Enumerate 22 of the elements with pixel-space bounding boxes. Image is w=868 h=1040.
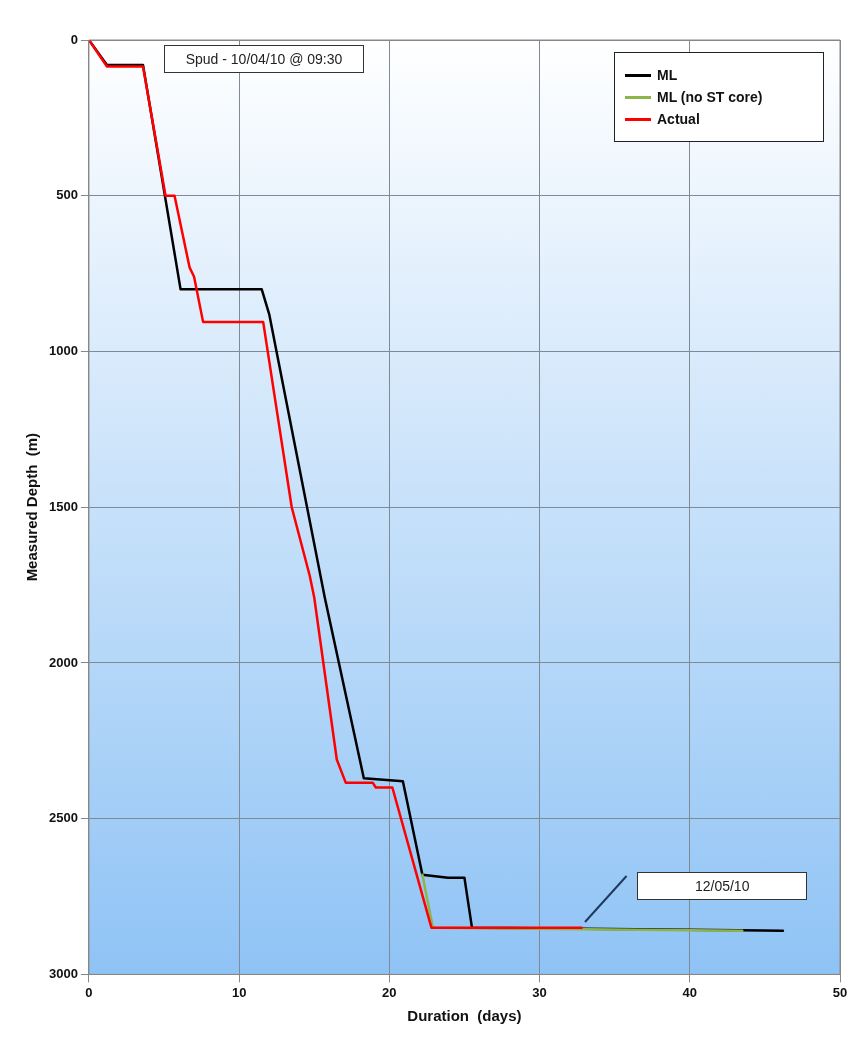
- annotation: 12/05/10: [694, 877, 750, 894]
- x-tick-label: 0: [85, 984, 93, 1000]
- y-tick-label: 2500: [49, 810, 78, 826]
- x-tick-label: 50: [832, 984, 848, 1000]
- y-tick-label: 1000: [49, 343, 78, 359]
- legend-label: ML: [657, 67, 678, 83]
- note-box: Spud - 10/04/10 @ 09:30: [164, 44, 364, 73]
- x-tick-label: 10: [231, 984, 247, 1000]
- y-tick-label: 1500: [49, 498, 78, 514]
- x-tick-label: 20: [382, 984, 397, 1000]
- legend-label: Actual: [657, 111, 700, 127]
- x-tick-label: 30: [532, 984, 547, 1000]
- y-tick-label: 3000: [49, 965, 78, 981]
- y-axis-title: Measured Depth (m): [23, 433, 41, 582]
- y-tick-label: 500: [56, 187, 78, 203]
- annotation: Spud - 10/04/10 @ 09:30: [185, 50, 343, 67]
- y-tick-label: 0: [70, 31, 78, 47]
- legend-label: ML (no ST core): [657, 89, 763, 105]
- x-axis-title: Duration (days): [407, 1007, 522, 1025]
- y-tick-label: 2000: [49, 654, 78, 670]
- callout-box: 12/05/10: [584, 871, 808, 923]
- x-tick-label: 40: [682, 984, 698, 1000]
